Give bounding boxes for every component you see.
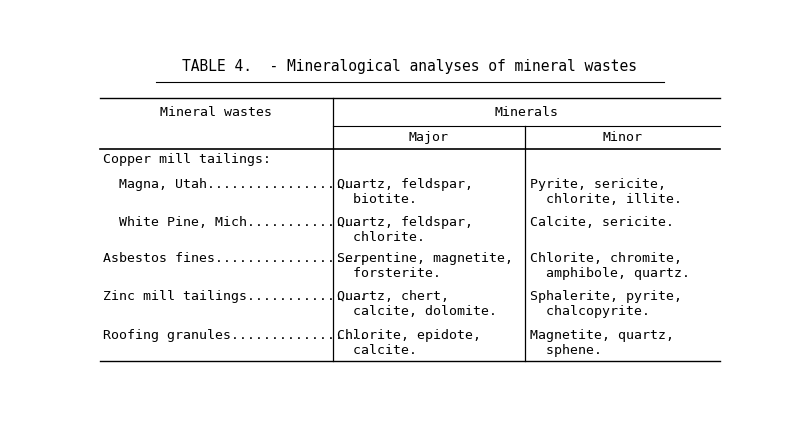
Text: Major: Major — [409, 131, 449, 144]
Text: Chlorite, chromite,
  amphibole, quartz.: Chlorite, chromite, amphibole, quartz. — [530, 252, 690, 280]
Text: Minerals: Minerals — [494, 105, 558, 119]
Text: Sphalerite, pyrite,
  chalcopyrite.: Sphalerite, pyrite, chalcopyrite. — [530, 290, 682, 318]
Text: Magna, Utah...................: Magna, Utah................... — [103, 178, 359, 191]
Text: Quartz, feldspar,
  chlorite.: Quartz, feldspar, chlorite. — [338, 216, 474, 244]
Text: Pyrite, sericite,
  chlorite, illite.: Pyrite, sericite, chlorite, illite. — [530, 178, 682, 206]
Text: Asbestos fines...................: Asbestos fines................... — [103, 252, 367, 265]
Text: Chlorite, epidote,
  calcite.: Chlorite, epidote, calcite. — [338, 329, 482, 357]
Text: Copper mill tailings:: Copper mill tailings: — [103, 153, 271, 166]
Text: Calcite, sericite.: Calcite, sericite. — [530, 216, 674, 229]
Text: Minor: Minor — [602, 131, 642, 144]
Text: White Pine, Mich..............: White Pine, Mich.............. — [103, 216, 359, 229]
Text: Serpentine, magnetite,
  forsterite.: Serpentine, magnetite, forsterite. — [338, 252, 514, 280]
Text: Zinc mill tailings...............: Zinc mill tailings............... — [103, 290, 367, 303]
Text: Mineral wastes: Mineral wastes — [160, 105, 272, 119]
Text: Roofing granules.................: Roofing granules................. — [103, 329, 367, 342]
Text: Quartz, feldspar,
  biotite.: Quartz, feldspar, biotite. — [338, 178, 474, 206]
Text: Quartz, chert,
  calcite, dolomite.: Quartz, chert, calcite, dolomite. — [338, 290, 498, 318]
Text: Magnetite, quartz,
  sphene.: Magnetite, quartz, sphene. — [530, 329, 674, 357]
Text: TABLE 4.  - Mineralogical analyses of mineral wastes: TABLE 4. - Mineralogical analyses of min… — [182, 59, 638, 74]
